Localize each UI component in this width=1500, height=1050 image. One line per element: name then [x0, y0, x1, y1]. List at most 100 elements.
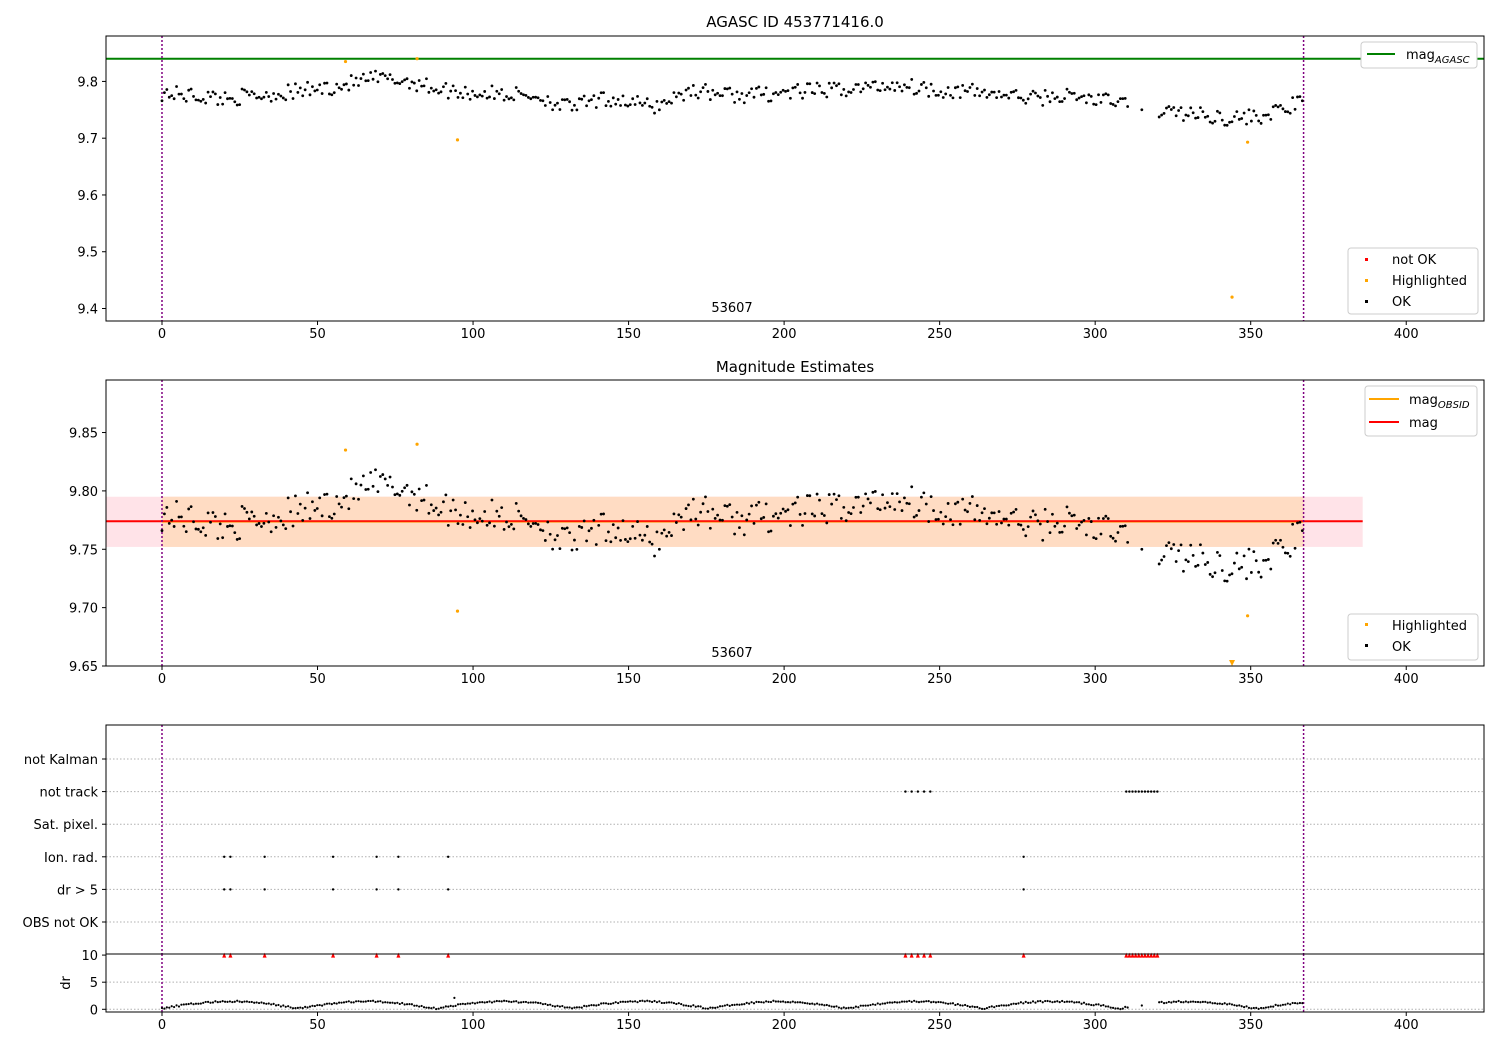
dr-point	[728, 1004, 731, 1007]
dr-point	[600, 1002, 603, 1005]
dr-point	[1204, 1000, 1207, 1003]
ok-point	[585, 104, 588, 108]
y-tick-label: 9.5	[77, 246, 98, 261]
ok-point	[599, 512, 603, 516]
dr-point	[624, 1000, 627, 1003]
dr-point	[799, 1001, 802, 1004]
ok-point	[636, 520, 639, 523]
panel1-legend-lines: magAGASC	[1360, 41, 1478, 69]
ok-point	[388, 73, 392, 77]
ok-point	[645, 97, 649, 101]
ok-point	[621, 519, 625, 523]
dr-point	[347, 1000, 350, 1003]
dr-point	[350, 1001, 353, 1004]
ok-point	[313, 89, 317, 93]
ok-point	[728, 503, 732, 507]
dr-point	[908, 999, 911, 1003]
ok-point	[1094, 103, 1098, 107]
dr-point	[1022, 1002, 1025, 1005]
dr-point	[1182, 1001, 1185, 1004]
ok-point	[568, 531, 572, 534]
dr-point	[825, 1003, 828, 1007]
ok-point	[325, 492, 329, 496]
dr-point	[755, 1000, 758, 1003]
ok-point	[1206, 114, 1210, 118]
x-tick-label: 50	[309, 327, 326, 342]
ok-point	[587, 99, 591, 103]
ok-point	[1099, 532, 1103, 536]
ok-point	[1017, 522, 1020, 526]
x-tick-label: 0	[158, 672, 166, 687]
ok-point	[269, 99, 273, 103]
ok-point	[417, 79, 421, 82]
ok-point	[1114, 104, 1117, 108]
dr-point	[1119, 1008, 1122, 1011]
dr-point	[760, 1001, 763, 1004]
dr-point	[925, 1000, 928, 1003]
dr-point	[1269, 1005, 1272, 1008]
ok-point	[1043, 507, 1047, 511]
ok-point	[294, 82, 297, 86]
flag-point	[1128, 790, 1131, 793]
y-tick-label: 9.65	[69, 660, 98, 675]
ok-point	[905, 86, 909, 89]
dr-point	[801, 1001, 804, 1004]
ok-point	[1286, 110, 1290, 114]
ok-point	[412, 492, 416, 496]
ok-point	[502, 527, 506, 531]
dr-point	[731, 1003, 734, 1007]
ok-point	[997, 90, 1001, 93]
dr-point	[296, 1006, 299, 1010]
dr-point	[706, 1007, 710, 1010]
dr-outlier-marker	[1133, 952, 1138, 958]
dr-point	[362, 1000, 365, 1003]
dr-point	[1257, 1007, 1260, 1011]
ok-point	[832, 492, 836, 496]
dr-point	[1233, 1004, 1236, 1007]
dr-point	[199, 1002, 202, 1005]
ok-point	[1196, 116, 1200, 119]
ok-point	[1281, 545, 1285, 549]
ok-point	[522, 517, 525, 520]
dr-point	[495, 999, 498, 1003]
ok-point	[226, 525, 229, 528]
dr-point	[1223, 1002, 1226, 1005]
dr-point	[1063, 1000, 1066, 1004]
dr-point	[978, 1007, 981, 1010]
ok-point	[1182, 119, 1185, 122]
ok-point	[895, 81, 899, 85]
ok-point	[366, 487, 370, 491]
ok-point	[323, 493, 326, 496]
ok-point	[590, 98, 593, 102]
dr-point	[515, 1000, 518, 1003]
dr-point	[738, 1003, 741, 1006]
ok-point	[878, 89, 882, 93]
dr-point	[165, 1006, 168, 1009]
dr-point	[680, 1002, 683, 1006]
ok-point	[1237, 117, 1241, 121]
dr-outlier-marker	[928, 952, 933, 958]
ok-point	[172, 525, 176, 528]
ok-point	[1014, 88, 1018, 92]
dr-point	[529, 1001, 532, 1004]
ok-point	[1126, 540, 1130, 544]
dr-point	[536, 1001, 540, 1004]
dr-point	[335, 1002, 338, 1005]
dr-point	[493, 1000, 496, 1003]
ok-point	[975, 504, 979, 507]
ok-point	[451, 84, 455, 88]
ok-point	[682, 528, 686, 532]
dr-point	[221, 1000, 224, 1003]
ok-point	[798, 513, 802, 516]
ok-point	[577, 525, 581, 528]
ok-point	[1041, 104, 1045, 107]
ok-point	[315, 88, 319, 92]
ok-point	[1167, 541, 1171, 545]
ok-point	[1249, 119, 1253, 123]
ok-point	[1266, 113, 1270, 117]
ok-point	[226, 97, 229, 101]
ok-point	[903, 83, 906, 87]
dr-point	[449, 1004, 452, 1007]
ok-point	[912, 515, 916, 519]
flag-point	[1143, 790, 1147, 793]
